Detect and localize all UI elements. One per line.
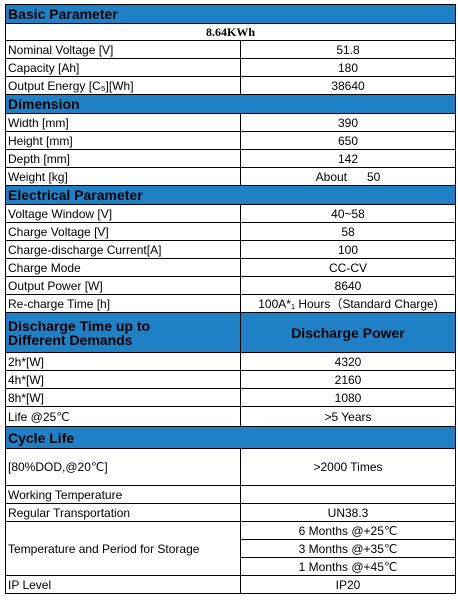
row-label: Charge-discharge Current[A] — [5, 240, 241, 259]
row-value: >2000 Times — [240, 448, 456, 486]
row-value — [240, 485, 456, 504]
row-value: 3 Months @+35℃ — [240, 539, 456, 558]
table-row: Discharge Time up to Different Demands Dis… — [5, 312, 456, 353]
row-value: 38640 — [240, 76, 456, 95]
table-row: Charge Voltage [V] 58 — [5, 222, 456, 241]
row-value: 180 — [240, 58, 456, 77]
table-row: Re-charge Time [h] 100A*₁ Hours（Standard … — [5, 294, 456, 313]
row-value: 40~58 — [240, 204, 456, 223]
table-row: Charge Mode CC-CV — [5, 258, 456, 277]
row-label: Working Temperature — [5, 485, 241, 504]
table-row: 4h*[W] 2160 — [5, 370, 456, 389]
row-label: 8h*[W] — [5, 388, 241, 407]
row-label: Weight [kg] — [5, 167, 241, 186]
table-row: Width [mm] 390 — [5, 113, 456, 132]
table-row: Dimension — [5, 94, 456, 114]
table-row: Charge-discharge Current[A] 100 — [5, 240, 456, 259]
row-label: Voltage Window [V] — [5, 204, 241, 223]
table-row: 1 Months @+45℃ — [6, 557, 456, 576]
row-label: Regular Transportation — [5, 503, 241, 522]
row-label: Capacity [Ah] — [5, 58, 241, 77]
table-row: IP Level IP20 — [5, 575, 456, 594]
spec-table: Basic Parameter 8.64KWh Nominal Voltage [V… — [5, 4, 456, 594]
row-label: Re-charge Time [h] — [5, 294, 241, 313]
table-row: Temperature and Period for Storage 6 Mont… — [5, 521, 456, 576]
row-label: Nominal Voltage [V] — [5, 40, 241, 59]
row-label: Life @25℃ — [5, 406, 241, 427]
row-label: Charge Voltage [V] — [5, 222, 241, 241]
table-row: Voltage Window [V] 40~58 — [5, 204, 456, 223]
section-header: Discharge Time up to Different Demands — [5, 312, 241, 353]
table-row: Regular Transportation UN38.3 — [5, 503, 456, 522]
table-row: Electrical Parameter — [5, 185, 456, 205]
row-label: Charge Mode — [5, 258, 241, 277]
row-label: 2h*[W] — [5, 352, 241, 371]
row-label: Height [mm] — [5, 131, 241, 150]
row-label: Width [mm] — [5, 113, 241, 132]
row-value: 100 — [240, 240, 456, 259]
section-header: Cycle Life — [5, 426, 456, 449]
section-header-right: Discharge Power — [240, 312, 456, 353]
table-row: 8.64KWh — [5, 23, 456, 41]
row-value: 6 Months @+25℃ — [240, 521, 456, 540]
table-row: Nominal Voltage [V] 51.8 — [5, 40, 456, 59]
row-value: 142 — [240, 149, 456, 168]
row-label: Output Power [W] — [5, 276, 241, 295]
table-row: Basic Parameter — [5, 4, 456, 24]
table-row: [80%DOD,@20℃] >2000 Times — [5, 448, 456, 486]
table-row: Working Temperature — [5, 485, 456, 504]
row-value: About 50 — [240, 167, 456, 186]
table-row: Output Power [W] 8640 — [5, 276, 456, 295]
row-value: >5 Years — [240, 406, 456, 427]
row-label: Output Energy [C₅][Wh] — [5, 76, 241, 95]
row-label: Temperature and Period for Storage — [5, 521, 241, 576]
spec-sheet: Basic Parameter 8.64KWh Nominal Voltage [V… — [5, 4, 456, 594]
table-row: Weight [kg] About 50 — [5, 167, 456, 186]
row-label: IP Level — [5, 575, 241, 594]
table-row: Capacity [Ah] 180 — [5, 58, 456, 77]
row-value: 100A*₁ Hours（Standard Charge) — [240, 294, 456, 313]
row-value: 8640 — [240, 276, 456, 295]
section-title-line: Discharge Time up to — [8, 317, 151, 334]
row-value: 1 Months @+45℃ — [240, 557, 456, 576]
row-value: 2160 — [240, 370, 456, 389]
section-title-line: Different Demands — [8, 331, 133, 348]
row-value: CC-CV — [240, 258, 456, 277]
table-row: Output Energy [C₅][Wh] 38640 — [5, 76, 456, 95]
section-header: Basic Parameter — [5, 4, 456, 24]
table-row: 8h*[W] 1080 — [5, 388, 456, 407]
row-value: 650 — [240, 131, 456, 150]
table-row: 2h*[W] 4320 — [5, 352, 456, 371]
row-label: 4h*[W] — [5, 370, 241, 389]
row-label: Depth [mm] — [5, 149, 241, 168]
section-header: Dimension — [5, 94, 456, 114]
table-row: Life @25℃ >5 Years — [5, 406, 456, 427]
section-header: Electrical Parameter — [5, 185, 456, 205]
banner: 8.64KWh — [5, 23, 456, 41]
row-value: UN38.3 — [240, 503, 456, 522]
row-value: 58 — [240, 222, 456, 241]
row-value: 1080 — [240, 388, 456, 407]
row-value: IP20 — [240, 575, 456, 594]
row-value: 51.8 — [240, 40, 456, 59]
row-value: 4320 — [240, 352, 456, 371]
table-row: Height [mm] 650 — [5, 131, 456, 150]
row-value: 390 — [240, 113, 456, 132]
table-row: Cycle Life — [5, 426, 456, 449]
table-row: Depth [mm] 142 — [5, 149, 456, 168]
row-label: [80%DOD,@20℃] — [5, 448, 241, 486]
